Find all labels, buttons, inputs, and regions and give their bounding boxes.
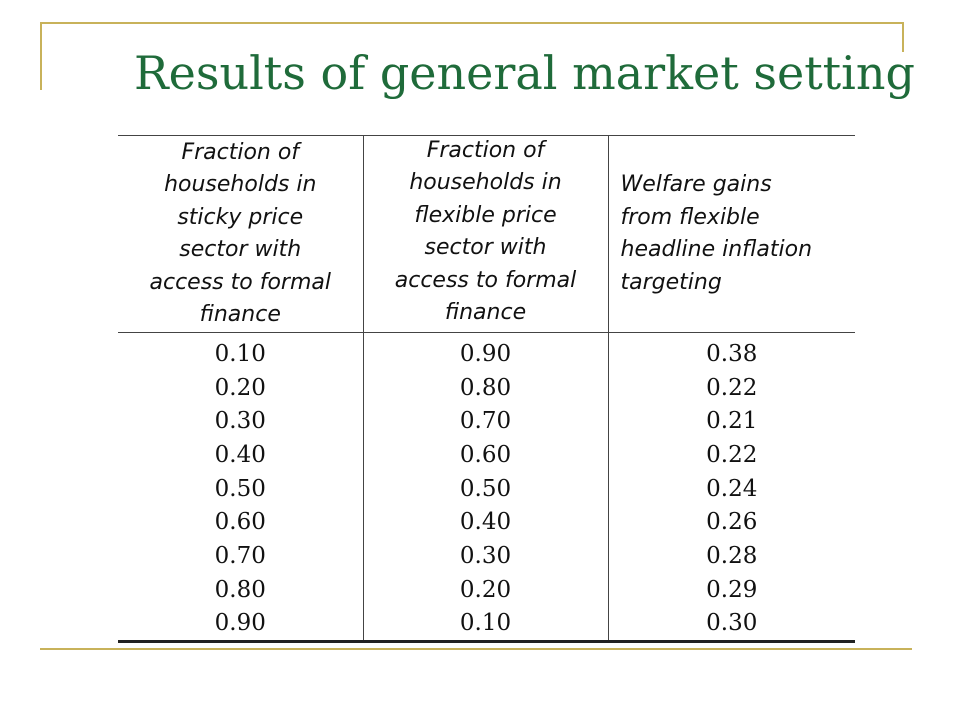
table-cell: 0.26	[706, 509, 758, 536]
table-cell: 0.20	[118, 370, 364, 405]
table-row: 0.90 0.10 0.30	[118, 606, 855, 644]
table-cell: 0.70	[118, 539, 364, 573]
table-row: 0.80 0.20 0.29	[118, 572, 855, 607]
table-cell: 0.38	[706, 340, 758, 367]
table-cell: 0.30	[363, 539, 609, 573]
table-cell: 0.90	[118, 606, 364, 644]
table-row: 0.50 0.50 0.24	[118, 471, 855, 506]
slide-frame-top-line	[40, 22, 904, 24]
table-cell: 0.40	[118, 438, 364, 472]
table-cell: 0.28	[706, 542, 758, 569]
table-row: 0.40 0.60 0.22	[118, 438, 855, 472]
table-cell: 0.22	[706, 441, 758, 468]
table-cell: 0.90	[363, 332, 609, 371]
table-cell: 0.24	[706, 475, 758, 502]
slide-title: Results of general market setting	[134, 46, 915, 100]
table-cell: 0.80	[118, 572, 364, 607]
slide-frame-left-line	[40, 22, 42, 90]
table-cell: 0.50	[118, 471, 364, 506]
column-header-flexible-sector: Fraction of households in flexible price…	[363, 135, 609, 333]
table-row: 0.70 0.30 0.28	[118, 539, 855, 573]
table-cell: 0.10	[363, 606, 609, 644]
table-cell: 0.40	[363, 505, 609, 540]
table-cell: 0.20	[363, 572, 609, 607]
column-header-welfare-gains: Welfare gains from flexible headline inf…	[608, 135, 855, 333]
table-cell: 0.70	[363, 404, 609, 439]
table-cell: 0.80	[363, 370, 609, 405]
table-row: 0.10 0.90 0.38	[118, 332, 855, 371]
table-cell: 0.10	[118, 332, 364, 371]
table-cell: 0.21	[706, 408, 758, 435]
slide-frame-right-line	[902, 22, 904, 52]
table-header-row: Fraction of households in sticky price s…	[118, 135, 855, 333]
table-cell: 0.22	[706, 374, 758, 401]
table-cell: 0.29	[706, 576, 758, 603]
results-table: Fraction of households in sticky price s…	[118, 135, 855, 644]
table-cell: 0.60	[118, 505, 364, 540]
table-row: 0.60 0.40 0.26	[118, 505, 855, 540]
table-row: 0.30 0.70 0.21	[118, 404, 855, 439]
table-cell: 0.30	[608, 606, 855, 644]
table-cell: 0.50	[363, 471, 609, 506]
column-header-sticky-sector: Fraction of households in sticky price s…	[118, 135, 364, 333]
table-cell: 0.30	[118, 404, 364, 439]
table-cell: 0.60	[363, 438, 609, 472]
slide-frame-bottom-line	[40, 648, 912, 650]
table-row: 0.20 0.80 0.22	[118, 370, 855, 405]
